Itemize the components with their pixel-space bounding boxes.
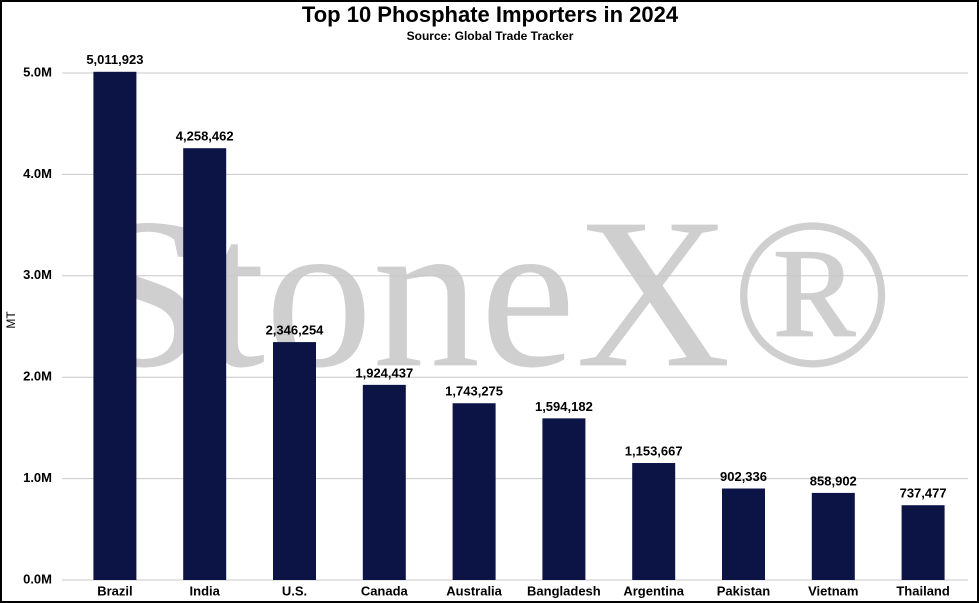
data-label: 737,477 bbox=[900, 486, 947, 501]
data-label: 4,258,462 bbox=[176, 129, 234, 144]
chart-subtitle: Source: Global Trade Tracker bbox=[407, 29, 574, 43]
bar bbox=[632, 463, 676, 580]
data-label: 1,924,437 bbox=[355, 365, 413, 380]
bar bbox=[362, 384, 406, 580]
x-tick-label: Brazil bbox=[97, 583, 132, 598]
data-label: 1,743,275 bbox=[445, 384, 503, 399]
y-tick-label: 0.0M bbox=[23, 571, 52, 586]
y-tick-label: 3.0M bbox=[23, 267, 52, 282]
y-tick-label: 5.0M bbox=[23, 64, 52, 79]
bar bbox=[542, 418, 586, 580]
y-tick-label: 2.0M bbox=[23, 369, 52, 384]
data-label: 858,902 bbox=[810, 473, 857, 488]
bar bbox=[811, 492, 855, 580]
x-tick-label: Australia bbox=[446, 583, 502, 598]
x-tick-label: Thailand bbox=[896, 583, 950, 598]
data-label: 902,336 bbox=[720, 469, 767, 484]
bar bbox=[183, 148, 227, 580]
x-tick-label: India bbox=[190, 583, 221, 598]
x-tick-label: Canada bbox=[361, 583, 409, 598]
y-axis-label: MT bbox=[4, 311, 18, 329]
data-label: 1,594,182 bbox=[535, 399, 593, 414]
bar bbox=[273, 342, 316, 580]
bar bbox=[93, 71, 137, 580]
chart-title: Top 10 Phosphate Importers in 2024 bbox=[302, 2, 679, 27]
data-label: 1,153,667 bbox=[625, 443, 683, 458]
x-tick-label: Bangladesh bbox=[527, 583, 601, 598]
x-tick-label: Vietnam bbox=[808, 583, 858, 598]
x-tick-label: Argentina bbox=[623, 583, 684, 598]
bar bbox=[452, 403, 496, 580]
y-tick-label: 1.0M bbox=[23, 470, 52, 485]
x-tick-label: Pakistan bbox=[717, 583, 771, 598]
y-tick-label: 4.0M bbox=[23, 166, 52, 181]
x-tick-label: U.S. bbox=[282, 583, 307, 598]
data-label: 2,346,254 bbox=[266, 323, 325, 338]
data-label: 5,011,923 bbox=[86, 52, 143, 67]
bar bbox=[901, 505, 945, 580]
bar bbox=[722, 488, 765, 580]
